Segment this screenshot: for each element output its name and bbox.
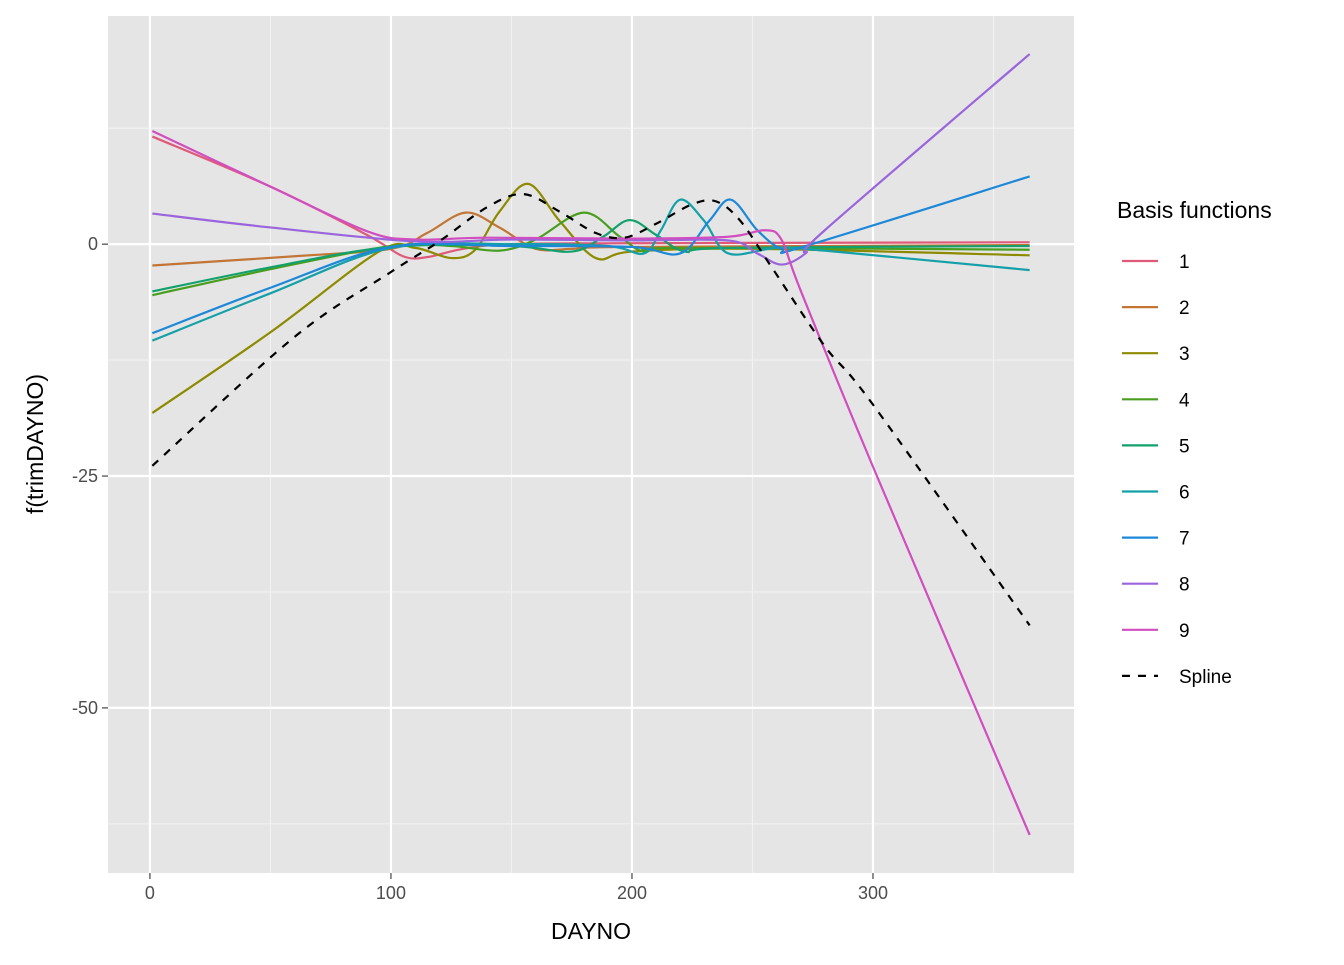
series-line-spline: [151, 192, 1031, 626]
axis-ticks: 0 100 200 300 -50 -25 0: [72, 234, 888, 903]
gridlines: [108, 16, 1074, 873]
y-tick-label: 0: [88, 234, 98, 254]
legend-label: 5: [1179, 436, 1190, 457]
series-line-9: [151, 130, 1031, 836]
legend-label: 1: [1179, 252, 1190, 273]
series-line-8: [152, 53, 1031, 266]
plot-panel: [108, 16, 1074, 873]
series-line-7: [151, 175, 1030, 335]
legend-label: 3: [1179, 344, 1190, 365]
legend-label: 4: [1179, 390, 1190, 411]
y-axis-label: f(trimDAYNO): [22, 374, 48, 514]
series-line-6: [151, 198, 1030, 342]
y-tick-label: -25: [72, 466, 98, 486]
x-tick-label: 200: [617, 883, 647, 903]
legend: Basis functions 1 2 3 4 5 6 7 8 9 Spline: [1117, 197, 1272, 688]
series-line-5: [152, 218, 1030, 293]
x-tick-label: 300: [858, 883, 888, 903]
x-tick-label: 100: [376, 883, 406, 903]
legend-label: Spline: [1179, 667, 1232, 688]
legend-label: 6: [1179, 483, 1190, 504]
series-line-2: [152, 211, 1030, 267]
series-lines: [151, 53, 1031, 836]
y-tick-label: -50: [72, 698, 98, 718]
legend-label: 9: [1179, 621, 1190, 642]
legend-title: Basis functions: [1117, 197, 1272, 223]
legend-label: 2: [1179, 298, 1190, 319]
x-tick-label: 0: [145, 883, 155, 903]
x-axis-label: DAYNO: [551, 918, 631, 944]
legend-label: 7: [1179, 529, 1190, 550]
legend-label: 8: [1179, 575, 1190, 596]
